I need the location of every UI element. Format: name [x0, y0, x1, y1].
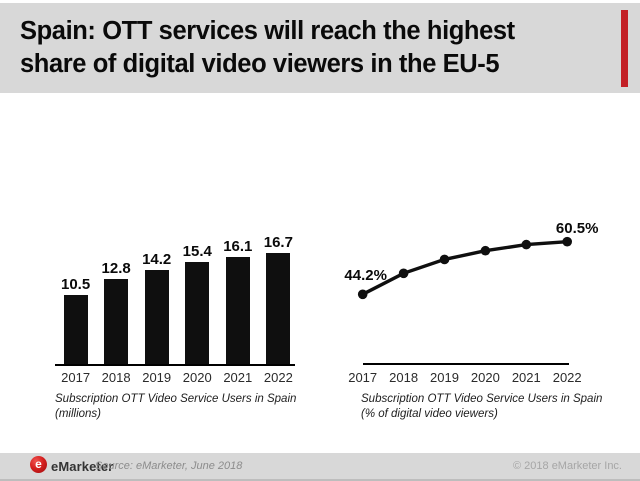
- line-x-tick-label: 2019: [430, 370, 459, 385]
- line-x-tick-label: 2021: [511, 370, 541, 385]
- source-note: Source: eMarketer, June 2018: [95, 460, 243, 472]
- data-point-2022: [562, 236, 572, 247]
- line-x-tick-label: 2018: [389, 370, 419, 385]
- line-value-label: 60.5%: [555, 219, 599, 237]
- bar-value-label: 16.7: [263, 234, 293, 251]
- bar-2022: [266, 253, 291, 365]
- bar-value-label: 12.8: [101, 260, 131, 278]
- emarketer-brand-name: eMarketer: [51, 459, 114, 474]
- bar-2020: [185, 261, 210, 365]
- bar-2019: [144, 269, 169, 365]
- bar-x-tick-label: 2021: [223, 370, 253, 385]
- bottom-edge-line: [0, 479, 640, 481]
- line-x-tick-label: 2020: [470, 370, 500, 385]
- page-title-line2: share of digital video viewers in the EU…: [20, 50, 500, 78]
- line-chart-caption-unit: (% of digital video viewers): [361, 407, 498, 420]
- bar-x-tick-label: 2019: [142, 370, 172, 385]
- line-chart-x-axis: [363, 363, 569, 365]
- line-value-label: 44.2%: [344, 266, 387, 284]
- line-chart-caption: Subscription OTT Video Service Users in …: [361, 392, 640, 421]
- data-point-2020: [480, 245, 491, 256]
- bar-chart-caption-title: Subscription OTT Video Service Users in …: [55, 393, 297, 405]
- emarketer-red-tab-icon: [621, 10, 628, 87]
- bar-value-label: 16.1: [223, 238, 253, 256]
- bar-2021: [225, 257, 250, 365]
- bar-2017: [63, 294, 88, 365]
- bar-value-label: 14.2: [142, 250, 172, 268]
- bar-x-tick-label: 2022: [263, 370, 293, 385]
- page-title-line1: Spain: OTT services will reach the highe…: [20, 17, 515, 45]
- footer-bar: [0, 453, 640, 481]
- page-title: Spain: OTT services will reach the highe…: [0, 3, 640, 81]
- bar-x-tick-label: 2020: [182, 370, 212, 385]
- bar-x-tick-label: 2018: [101, 370, 131, 385]
- copyright-note: © 2018 eMarketer Inc.: [513, 460, 622, 472]
- line-x-tick-label: 2017: [348, 370, 378, 385]
- data-point-2019: [439, 254, 450, 265]
- bar-2018: [104, 279, 129, 365]
- emarketer-logo-icon: e: [30, 456, 47, 473]
- title-bar: Spain: OTT services will reach the highe…: [0, 3, 640, 93]
- bar-value-label: 15.4: [182, 242, 212, 260]
- data-point-2017: [357, 289, 368, 300]
- line-chart-caption-title: Subscription OTT Video Service Users in …: [361, 393, 603, 405]
- bar-x-tick-label: 2017: [61, 370, 91, 385]
- line-chart-plot: [357, 236, 572, 300]
- line-series: [361, 240, 568, 296]
- bar-chart-x-axis: [55, 364, 295, 366]
- bar-chart-caption-unit: (millions): [55, 407, 101, 420]
- bar-value-label: 10.5: [60, 275, 91, 293]
- line-x-tick-label: 2022: [552, 370, 582, 385]
- data-point-2018: [398, 268, 409, 279]
- data-point-2021: [521, 239, 532, 250]
- bar-chart-caption: Subscription OTT Video Service Users in …: [55, 392, 335, 421]
